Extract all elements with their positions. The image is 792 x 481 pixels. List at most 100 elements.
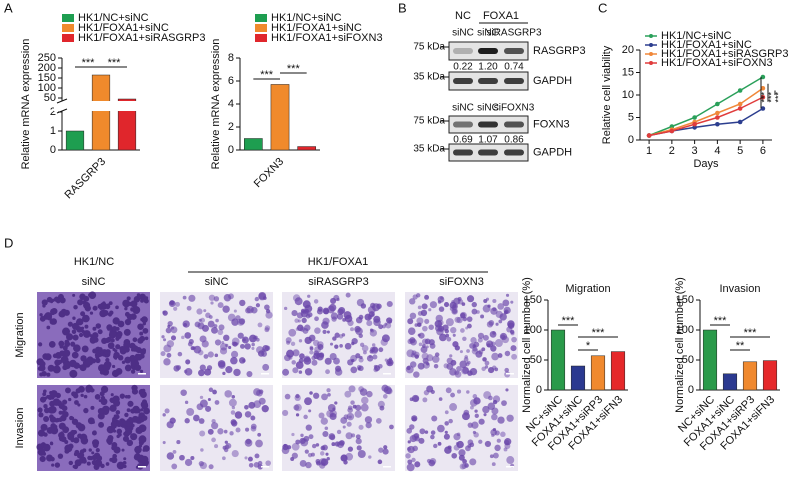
cell [102, 301, 106, 305]
cell [325, 452, 329, 456]
cell [48, 340, 56, 348]
cell [80, 393, 84, 398]
cell [373, 315, 381, 323]
cell [478, 439, 483, 444]
cell [41, 370, 47, 377]
cell [57, 453, 64, 459]
cell [169, 417, 176, 424]
cell [462, 367, 470, 374]
cell [210, 301, 214, 305]
cell [332, 336, 337, 341]
bar [590, 355, 606, 391]
cell [89, 311, 94, 315]
cell [135, 353, 143, 361]
cell [182, 320, 190, 328]
cell [176, 440, 181, 445]
cell [238, 318, 246, 325]
cell [198, 318, 202, 322]
cell [314, 327, 321, 334]
cell [53, 296, 60, 302]
cell [384, 358, 388, 362]
cell [174, 301, 181, 307]
cell [228, 345, 232, 350]
cell [350, 366, 358, 374]
cell [83, 394, 88, 399]
cell [51, 463, 55, 467]
cell [122, 299, 130, 308]
cell [222, 456, 226, 461]
legend-label: HK1/FOXA1+siFOXN3 [661, 57, 773, 69]
cell [254, 296, 259, 302]
cell [240, 343, 245, 349]
cell [421, 303, 428, 310]
cell [74, 400, 79, 405]
cell [474, 409, 478, 413]
cell [188, 339, 194, 345]
cell [378, 347, 384, 353]
cell [86, 461, 91, 466]
cell [467, 439, 474, 446]
point [715, 101, 720, 107]
cell [502, 299, 510, 307]
x-tick-label: 4 [714, 145, 720, 157]
cell [372, 354, 378, 360]
cell [313, 339, 320, 347]
cell [230, 419, 237, 426]
cell [49, 441, 54, 446]
x-tick-label: 5 [737, 145, 743, 157]
cell [346, 421, 352, 427]
legend-label: HK1/FOXA1+siFOXN3 [271, 32, 383, 44]
blot-band [504, 121, 524, 128]
cell [469, 342, 475, 349]
cell [430, 430, 436, 435]
cell [465, 445, 471, 452]
y-tick-label: 150 [38, 72, 56, 84]
cell [329, 342, 334, 346]
cell [142, 445, 150, 452]
cell [92, 305, 98, 311]
cell [140, 408, 144, 412]
cell [91, 430, 97, 436]
cell [329, 412, 337, 421]
cell [75, 422, 83, 429]
cell [366, 355, 374, 362]
x-tick-label: 1 [646, 145, 652, 157]
cell [418, 332, 425, 339]
cell [298, 339, 303, 343]
cell [63, 309, 70, 316]
cell [242, 359, 246, 363]
cell [166, 352, 172, 358]
cell [70, 429, 76, 436]
cell [126, 313, 134, 321]
micrograph [282, 385, 395, 471]
cell [293, 404, 300, 411]
cell [79, 449, 85, 454]
cell [483, 413, 487, 417]
cell [256, 346, 264, 354]
cell [257, 460, 263, 466]
cell [62, 327, 71, 336]
cell [134, 445, 142, 454]
cell [198, 369, 205, 377]
cell [124, 307, 128, 311]
cell [485, 297, 490, 301]
cell [489, 454, 494, 459]
significance: *** [759, 92, 769, 103]
cell [58, 431, 65, 439]
cell [436, 327, 444, 336]
cell [327, 305, 335, 314]
cell [199, 430, 206, 437]
cell [166, 340, 175, 348]
cell [65, 333, 74, 341]
y-tick-label: 10 [622, 89, 634, 101]
point [715, 115, 720, 120]
cell [491, 407, 499, 415]
cell [314, 346, 321, 354]
cell [344, 342, 352, 350]
cell [418, 342, 423, 347]
blot-band [504, 149, 524, 156]
cell [104, 337, 111, 343]
cell [498, 319, 503, 324]
cell [294, 297, 303, 306]
cell [65, 387, 71, 394]
